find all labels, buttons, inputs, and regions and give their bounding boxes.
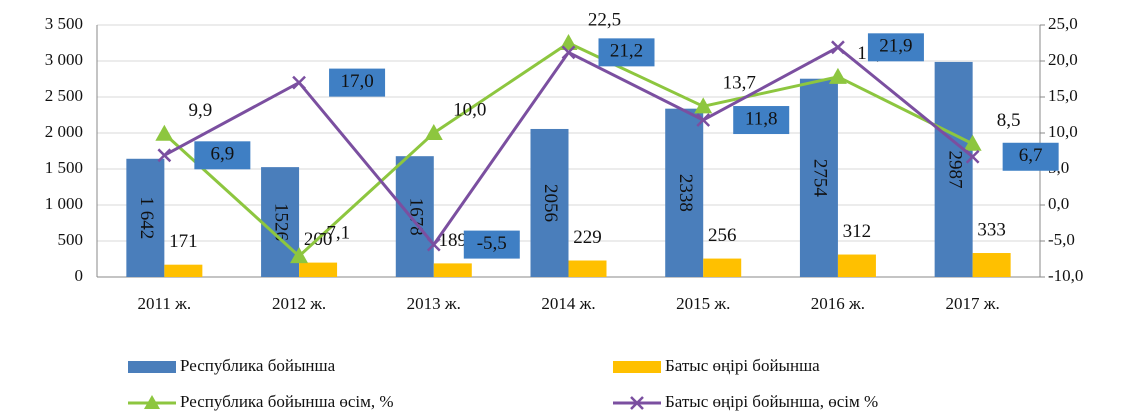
label-box — [329, 68, 386, 97]
bar — [530, 128, 569, 277]
label-box — [463, 230, 520, 259]
data-label: 8,5 — [997, 110, 1021, 131]
marker — [963, 134, 982, 151]
marker — [426, 237, 441, 252]
x-tick-label: 2011 ж. — [138, 294, 192, 313]
bar — [395, 156, 434, 277]
data-label: 21,9 — [879, 36, 912, 57]
legend-label: Батыс өңірі бойынша, өсім % — [665, 392, 878, 411]
legend-swatch — [128, 361, 176, 373]
legend-swatch — [613, 361, 661, 373]
legend-marker — [630, 396, 644, 410]
marker — [828, 67, 847, 84]
data-label: 6,9 — [210, 144, 234, 165]
data-label: 229 — [573, 227, 602, 248]
bar — [568, 260, 607, 277]
marker — [965, 149, 980, 164]
data-label: 6,7 — [1019, 145, 1043, 166]
data-label: -7,1 — [320, 222, 350, 243]
x-tick-label: 2015 ж. — [676, 294, 730, 313]
data-label: 21,2 — [610, 41, 643, 62]
data-label: 2987 — [944, 150, 965, 188]
x-tick-label: 2017 ж. — [946, 294, 1000, 313]
data-label: 13,7 — [723, 73, 756, 94]
bar — [164, 264, 203, 277]
data-label: 333 — [977, 219, 1006, 240]
y2-tick-label: 15,0 — [1048, 86, 1078, 105]
y-tick-label: 3 500 — [45, 14, 83, 33]
y2-tick-label: 20,0 — [1048, 50, 1078, 69]
x-tick-label: 2014 ж. — [541, 294, 595, 313]
data-label: 189 — [439, 230, 468, 251]
marker — [559, 34, 578, 50]
y-tick-label: 1 500 — [45, 158, 83, 177]
y-tick-label: 1 000 — [45, 194, 83, 213]
bar — [126, 158, 165, 277]
data-label: 2754 — [810, 159, 831, 198]
marker — [694, 97, 713, 114]
marker — [831, 40, 845, 55]
data-label: -5,5 — [477, 233, 507, 254]
marker — [696, 113, 711, 127]
bar — [799, 78, 838, 277]
marker — [292, 75, 306, 90]
y-tick-label: 0 — [75, 266, 84, 285]
label-box — [733, 106, 790, 135]
data-label: 2338 — [675, 174, 696, 212]
marker — [157, 148, 172, 163]
bar — [433, 263, 472, 277]
data-label: 1 642 — [136, 197, 157, 240]
bar — [934, 61, 973, 277]
data-label: 17,0 — [340, 71, 373, 92]
y-tick-label: 2 000 — [45, 122, 83, 141]
y-tick-label: 500 — [58, 230, 84, 249]
data-label: 11,8 — [745, 108, 778, 129]
data-label: 256 — [708, 225, 737, 246]
y-tick-label: 2 500 — [45, 86, 83, 105]
data-label: 9,9 — [188, 100, 212, 121]
marker — [155, 124, 174, 141]
data-label: 22,5 — [588, 9, 621, 30]
bar — [972, 253, 1011, 277]
data-label: 312 — [843, 221, 872, 242]
y-tick-label: 3 000 — [45, 50, 83, 69]
y2-tick-label: -10,0 — [1048, 266, 1083, 285]
x-tick-label: 2013 ж. — [407, 294, 461, 313]
legend-label: Батыс өңірі бойынша — [665, 356, 820, 375]
legend-label: Республика бойынша өсім, % — [180, 392, 394, 411]
label-box — [867, 33, 924, 62]
x-tick-label: 2012 ж. — [272, 294, 326, 313]
label-box — [1002, 142, 1059, 171]
label-box — [598, 38, 655, 67]
marker — [424, 124, 443, 140]
bar — [299, 262, 338, 277]
marker — [290, 247, 309, 264]
label-box — [194, 141, 251, 170]
data-label: 1526 — [271, 203, 292, 241]
bar — [665, 108, 704, 277]
marker — [561, 45, 576, 60]
y2-tick-label: 0,0 — [1048, 194, 1069, 213]
data-label: 10,0 — [453, 99, 486, 120]
data-label: 2056 — [540, 184, 561, 222]
x-tick-label: 2016 ж. — [811, 294, 865, 313]
y2-tick-label: -5,0 — [1048, 230, 1075, 249]
y2-tick-label: 25,0 — [1048, 14, 1078, 33]
bar — [703, 258, 742, 277]
legend-label: Республика бойынша — [180, 356, 336, 375]
data-label: 1678 — [405, 198, 426, 236]
y2-tick-label: 10,0 — [1048, 122, 1078, 141]
data-label: 171 — [169, 231, 198, 252]
legend-marker — [144, 395, 160, 409]
bar — [837, 254, 876, 277]
